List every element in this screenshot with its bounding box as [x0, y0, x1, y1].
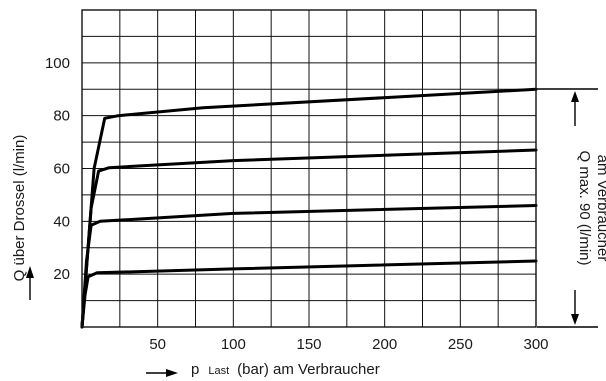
- x-tick-label: 200: [372, 336, 397, 353]
- series-group: [80, 87, 538, 329]
- x-tick-label: 100: [221, 336, 246, 353]
- x-tick-label: 150: [296, 336, 321, 353]
- x-axis-label-rest: (bar) am Verbraucher: [237, 361, 380, 378]
- x-axis-label: p Last (bar) am Verbraucher: [191, 361, 380, 378]
- y-axis-ticks: 20 40 60 80 100: [45, 55, 70, 283]
- y-tick-label: 80: [53, 108, 70, 125]
- x-tick-label: 50: [149, 336, 166, 353]
- plot-frame: [81, 9, 537, 328]
- y-axis-arrow: [26, 266, 34, 300]
- y-tick-label: 60: [53, 161, 70, 178]
- q-max-dimension: [537, 88, 598, 328]
- x-tick-label: 250: [448, 336, 473, 353]
- right-label-line1: Q max. 90 (l/min): [576, 150, 593, 265]
- y-axis-label: Q über Drossel (l/min): [11, 135, 28, 282]
- x-tick-label: 300: [523, 336, 548, 353]
- x-axis-label-subscript: Last: [208, 365, 229, 377]
- grid: [82, 10, 536, 327]
- series-line-4: [80, 87, 538, 329]
- y-tick-label: 100: [45, 55, 70, 72]
- x-axis-label-main: p: [191, 361, 199, 378]
- y-tick-label: 40: [53, 213, 70, 230]
- x-axis-ticks: 50 100 150 200 250 300: [149, 336, 548, 353]
- right-label-line2: am Verbraucher: [594, 155, 606, 262]
- x-axis-arrow: [146, 369, 178, 377]
- y-tick-label: 20: [53, 266, 70, 283]
